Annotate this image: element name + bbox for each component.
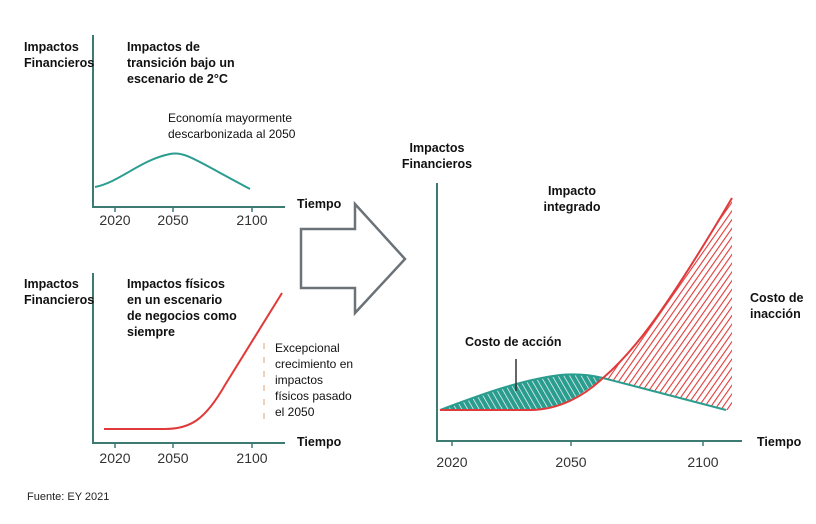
right-chart-ticks	[451, 441, 704, 446]
top-tick-2020: 2020	[99, 212, 130, 228]
bottom-annotation-1: Excepcional	[275, 341, 340, 355]
top-tick-2100: 2100	[236, 212, 267, 228]
bottom-chart-axes	[92, 273, 285, 444]
physical-curve-integrated	[440, 197, 733, 411]
top-annotation-1: Economía mayormente	[168, 111, 292, 125]
top-annotation-2: descarbonizada al 2050	[168, 127, 296, 141]
bottom-title-1: Impactos físicos	[127, 277, 225, 291]
top-x-label: Tiempo	[297, 197, 342, 211]
bottom-tick-2050: 2050	[157, 450, 188, 466]
right-tick-2100: 2100	[687, 454, 718, 470]
top-tick-2050: 2050	[157, 212, 188, 228]
bottom-title-3: de negocios como	[127, 309, 237, 323]
source-note: Fuente: EY 2021	[27, 491, 109, 503]
bottom-annotation-5: el 2050	[275, 405, 315, 419]
top-title-3: escenario de 2°C	[127, 72, 228, 86]
bottom-y-label-2: Financieros	[24, 293, 94, 307]
right-title-1: Impacto	[548, 184, 596, 198]
right-x-label: Tiempo	[757, 435, 802, 449]
top-title-1: Impactos de	[127, 40, 200, 54]
right-tick-2050: 2050	[555, 454, 586, 470]
right-chart-axes	[436, 183, 742, 442]
bottom-y-label-1: Impactos	[24, 277, 79, 291]
top-y-label-2: Financieros	[24, 56, 94, 70]
bottom-x-label: Tiempo	[297, 435, 342, 449]
bottom-chart: Impactos Financieros Impactos físicos en…	[24, 273, 353, 466]
cost-of-inaction-area	[603, 198, 732, 410]
cost-of-action-label: Costo de acción	[465, 335, 562, 349]
physical-curve	[104, 292, 283, 430]
cost-of-inaction-label-1: Costo de	[750, 291, 804, 305]
right-chart: Impactos Financieros Impacto integrado C…	[402, 141, 804, 470]
bottom-tick-2020: 2020	[99, 450, 130, 466]
bottom-chart-ticks	[114, 443, 253, 448]
transition-curve	[94, 152, 251, 190]
right-title-2: integrado	[544, 200, 601, 214]
bottom-tick-2100: 2100	[236, 450, 267, 466]
transition-curve-integrated	[439, 373, 727, 411]
top-chart-ticks	[114, 207, 253, 212]
top-title-2: transición bajo un	[127, 56, 235, 70]
bottom-annotation-3: impactos	[275, 373, 323, 387]
top-y-label-1: Impactos	[24, 40, 79, 54]
bottom-annotation-4: físicos pasado	[275, 389, 352, 403]
right-y-label-1: Impactos	[410, 141, 465, 155]
top-chart: Impactos Financieros Impactos de transic…	[24, 35, 342, 228]
right-y-label-2: Financieros	[402, 157, 472, 171]
right-tick-2020: 2020	[436, 454, 467, 470]
cost-of-inaction-label-2: inacción	[750, 307, 801, 321]
bottom-annotation-2: crecimiento en	[275, 357, 353, 371]
bottom-title-4: siempre	[127, 325, 175, 339]
cost-of-action-area	[440, 374, 603, 410]
bottom-title-2: en un escenario	[127, 293, 223, 307]
right-arrow-icon	[299, 200, 407, 317]
top-chart-axes	[92, 35, 285, 208]
